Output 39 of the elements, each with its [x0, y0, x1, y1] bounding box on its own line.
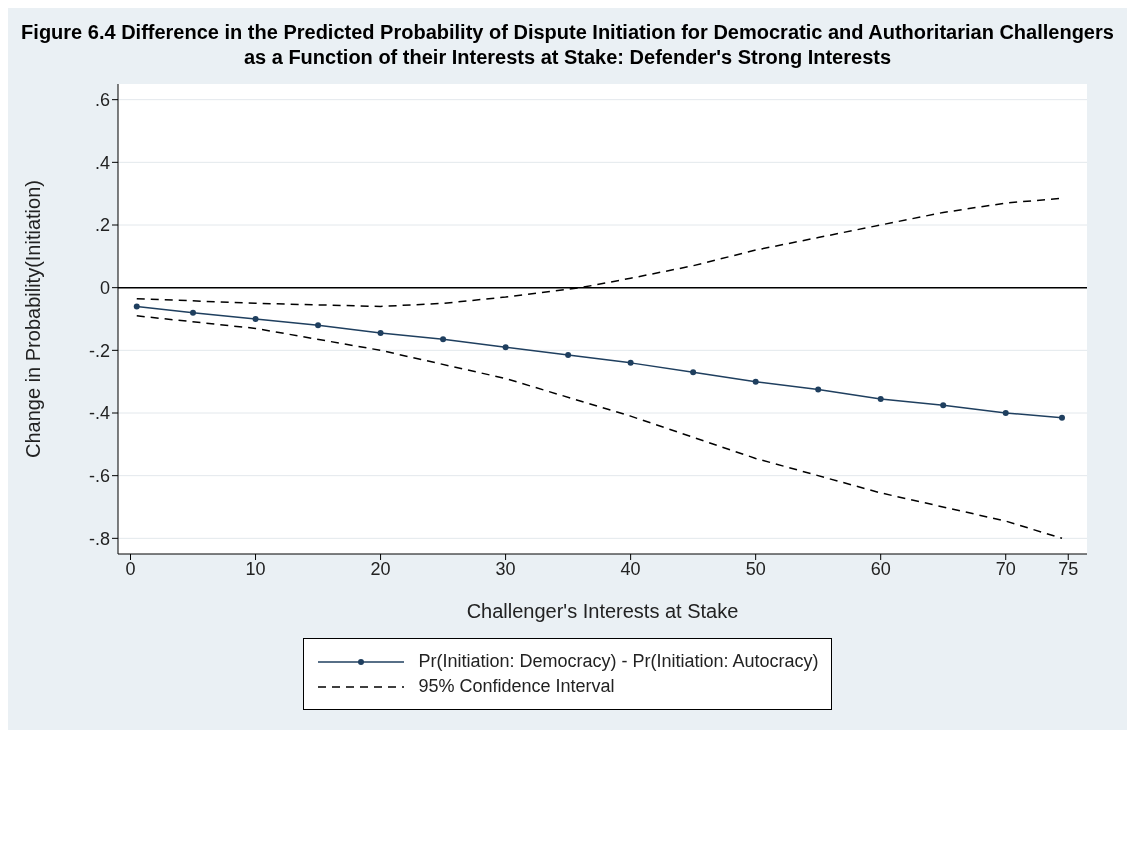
- point: [690, 369, 697, 376]
- point: [565, 352, 572, 359]
- x-tick-label: 30: [495, 558, 516, 579]
- y-tick-label: .2: [94, 215, 110, 236]
- x-tick-label: 0: [125, 558, 136, 579]
- y-tick-label: -.6: [88, 466, 110, 487]
- y-tick-label: -.8: [88, 528, 110, 549]
- point: [377, 330, 384, 337]
- point: [252, 316, 259, 322]
- point: [752, 378, 759, 385]
- point: [315, 322, 322, 329]
- x-tick-label: 10: [245, 558, 266, 579]
- legend-label: 95% Confidence Interval: [418, 676, 615, 697]
- x-tick-label: 70: [995, 558, 1016, 579]
- point: [877, 395, 884, 402]
- x-tick-label: 20: [370, 558, 391, 579]
- point: [1002, 410, 1009, 416]
- x-tick-label: 75: [1058, 558, 1079, 579]
- y-tick-label: .4: [94, 152, 110, 173]
- y-tick-label: 0: [99, 278, 110, 299]
- y-tick-label: -.2: [88, 340, 110, 361]
- x-axis-title: Challenger's Interests at Stake: [466, 600, 739, 622]
- point: [1058, 414, 1065, 421]
- legend-label: Pr(Initiation: Democracy) - Pr(Initiation: Autocracy): [418, 651, 819, 672]
- x-tick-label: 40: [620, 558, 641, 579]
- chart-title: Figure 6.4 Difference in the Predicted Probability of Dispute Initiation for Democratic and Authoritarian Challengers as a Function of their Interests at Stake: Defender's Strong Interests: [20, 20, 1115, 70]
- point: [190, 309, 197, 316]
- point: [815, 386, 822, 393]
- y-tick-label: .6: [94, 90, 110, 111]
- line-series: [136, 315, 1063, 540]
- x-tick-label: 50: [745, 558, 766, 579]
- point: [940, 402, 947, 409]
- y-tick-label: -.4: [88, 403, 110, 424]
- y-axis-title: Change in Probability(Initiation): [22, 180, 45, 458]
- point: [133, 303, 140, 310]
- point: [440, 336, 447, 343]
- point: [627, 359, 634, 366]
- x-tick-label: 60: [870, 558, 891, 579]
- point: [502, 344, 509, 351]
